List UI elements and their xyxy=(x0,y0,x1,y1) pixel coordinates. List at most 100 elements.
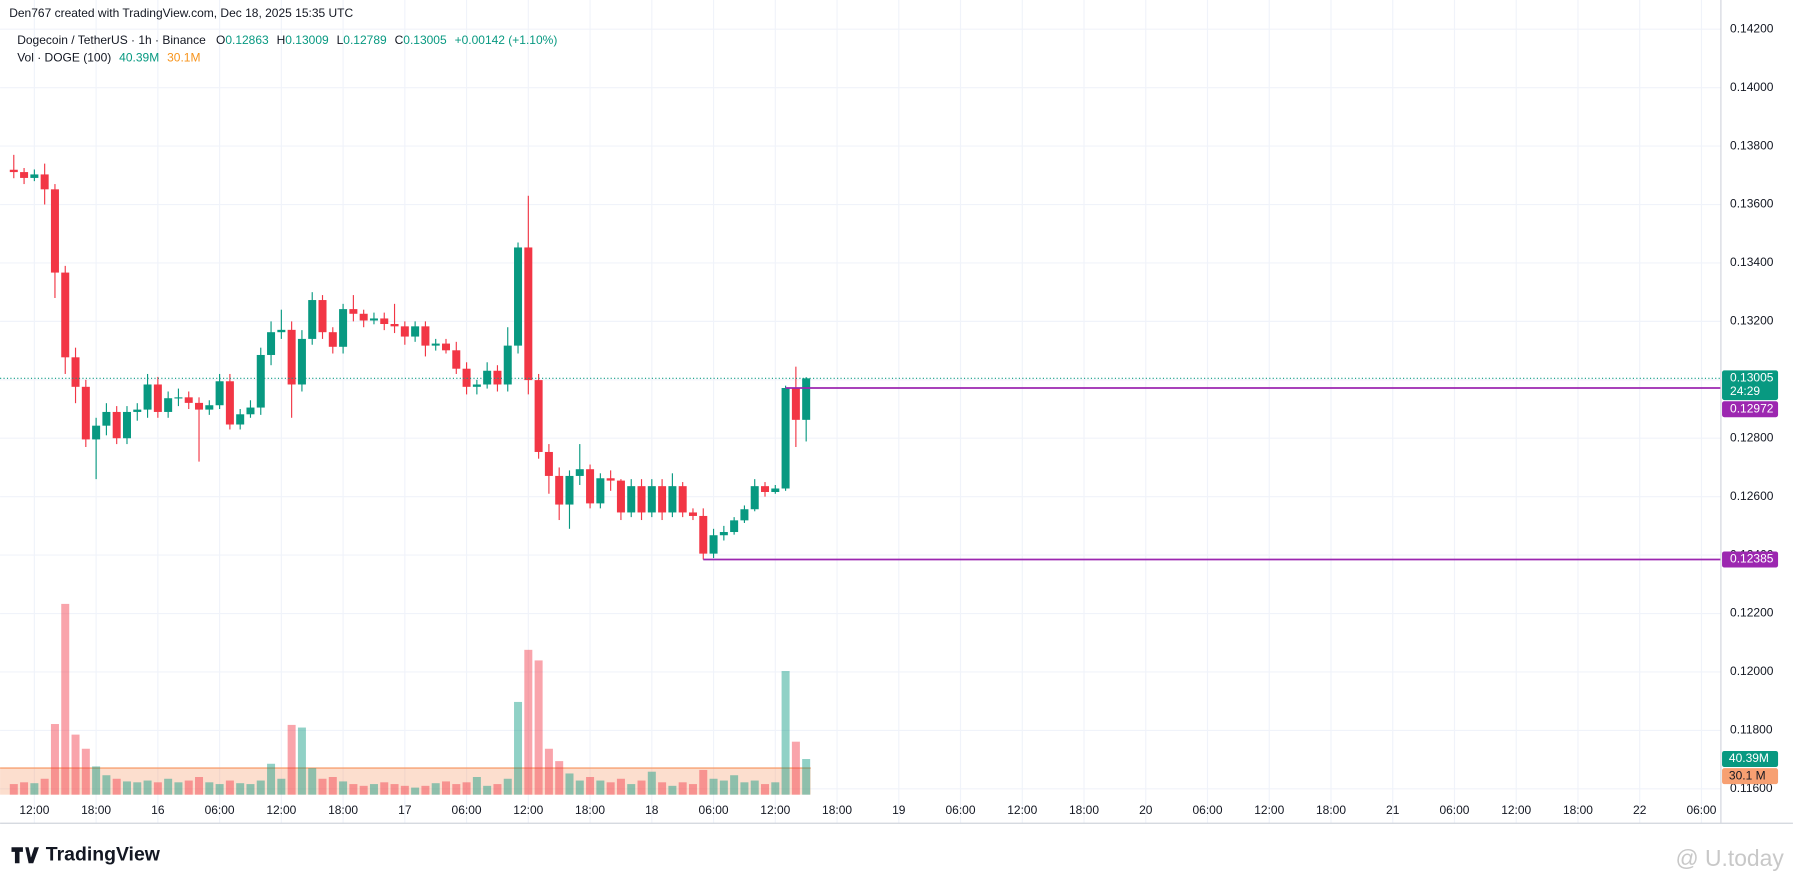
volume-bar xyxy=(267,763,276,795)
volume-bar xyxy=(164,778,173,795)
volume-bar xyxy=(400,785,409,795)
volume-bar xyxy=(102,775,111,795)
field-value: 0.12789 xyxy=(343,33,387,47)
candle-body xyxy=(390,324,399,327)
y-tick-label: 0.12600 xyxy=(1730,489,1774,503)
volume-bar xyxy=(215,784,224,795)
candle-body xyxy=(565,475,574,505)
y-tick-label: 0.13800 xyxy=(1730,138,1774,152)
x-tick-label: 12:00 xyxy=(19,803,49,817)
volume-bar xyxy=(50,724,59,795)
level-box xyxy=(1722,401,1779,418)
y-tick-label: 0.12800 xyxy=(1730,430,1774,444)
candle-body xyxy=(369,318,378,321)
candle-body xyxy=(668,486,677,513)
candle-body xyxy=(544,451,553,476)
volume-bar xyxy=(514,701,523,795)
candle-body xyxy=(102,411,111,426)
candle-body xyxy=(225,381,234,425)
volume-bar xyxy=(359,785,368,795)
volume-bar xyxy=(534,660,543,795)
volume-bar xyxy=(616,778,625,795)
y-tick-label: 0.13600 xyxy=(1730,197,1774,211)
volume-bar xyxy=(730,775,739,795)
volume-bar xyxy=(20,782,29,795)
candle-body xyxy=(750,486,759,510)
symbol: Dogecoin / TetherUS · 1h · Binance xyxy=(17,33,206,47)
volume-ma: 30.1M xyxy=(167,50,200,64)
field-value: 0.13009 xyxy=(285,33,329,47)
x-tick-label: 06:00 xyxy=(205,803,235,817)
volume-bar xyxy=(627,784,636,795)
candle-body xyxy=(112,411,121,439)
candle-body xyxy=(606,478,615,481)
volume-bar xyxy=(122,781,131,795)
field-label: L xyxy=(337,33,344,47)
volume-bar xyxy=(287,724,296,795)
candle-body xyxy=(730,520,739,533)
logo-icon xyxy=(11,847,39,864)
y-tick-label: 0.13400 xyxy=(1730,255,1774,269)
candle-body xyxy=(740,509,749,521)
candle-body xyxy=(688,512,697,516)
level-box xyxy=(1722,551,1779,568)
volume-bar xyxy=(421,785,430,795)
candle-body xyxy=(627,486,636,513)
volume-bar xyxy=(339,781,348,795)
credit: Den767 created with TradingView.com, Dec… xyxy=(9,6,353,20)
candle-body xyxy=(195,402,204,410)
volume-bar xyxy=(174,782,183,795)
level-label: 0.12972 xyxy=(1730,401,1774,415)
volume-bar xyxy=(143,780,152,795)
legend-line: Dogecoin / TetherUS · 1h · Binance O0.12… xyxy=(17,33,557,47)
volume-bar xyxy=(544,748,553,795)
candle-body xyxy=(472,384,481,387)
volume-bar xyxy=(503,778,512,795)
y-tick-label: 0.11800 xyxy=(1730,723,1773,737)
volume-title: Vol · DOGE (100) xyxy=(17,50,111,64)
candle-body xyxy=(586,469,595,504)
candle-body xyxy=(771,488,780,492)
volume-ma-box xyxy=(1722,768,1779,785)
countdown: 24:29 xyxy=(1730,384,1760,398)
volume-value: 40.39M xyxy=(119,50,159,64)
candle-body xyxy=(658,486,667,513)
candle-body xyxy=(61,272,70,358)
candle-body xyxy=(143,384,152,410)
candle-body xyxy=(411,326,420,337)
volume-bar xyxy=(318,778,327,795)
x-tick-label: 06:00 xyxy=(1439,803,1469,817)
last-price-box xyxy=(1722,370,1779,401)
volume-bar xyxy=(565,773,574,795)
x-tick-label: 20 xyxy=(1139,803,1153,817)
volume-bar xyxy=(802,758,811,795)
volume-bar xyxy=(719,780,728,795)
candle-body xyxy=(174,397,183,399)
x-tick-label: 06:00 xyxy=(699,803,729,817)
volume-bar xyxy=(40,778,49,795)
candle-body xyxy=(81,386,90,440)
x-tick-label: 12:00 xyxy=(1501,803,1531,817)
volume-bar xyxy=(761,784,770,795)
x-tick-label: 16 xyxy=(151,803,165,817)
volume-bar xyxy=(256,780,265,795)
volume-bar xyxy=(637,780,646,795)
volume-bar xyxy=(92,766,101,795)
volume-bar xyxy=(555,761,564,795)
candle-body xyxy=(153,384,162,412)
candle-body xyxy=(709,535,718,554)
volume-ma-label: 30.1 M xyxy=(1729,768,1766,782)
candle-body xyxy=(339,309,348,347)
last-price-label: 0.13005 xyxy=(1730,371,1774,385)
volume-last-box xyxy=(1722,750,1779,768)
candle-body xyxy=(678,486,687,513)
volume-bar xyxy=(195,777,204,795)
volume-bar xyxy=(112,778,121,795)
watermark: @ U.today xyxy=(1675,845,1784,871)
volume-bar xyxy=(390,784,399,795)
candle-body xyxy=(534,380,543,452)
grid xyxy=(0,0,1721,824)
axes: 0.116000.118000.120000.122000.124000.126… xyxy=(19,21,1779,817)
